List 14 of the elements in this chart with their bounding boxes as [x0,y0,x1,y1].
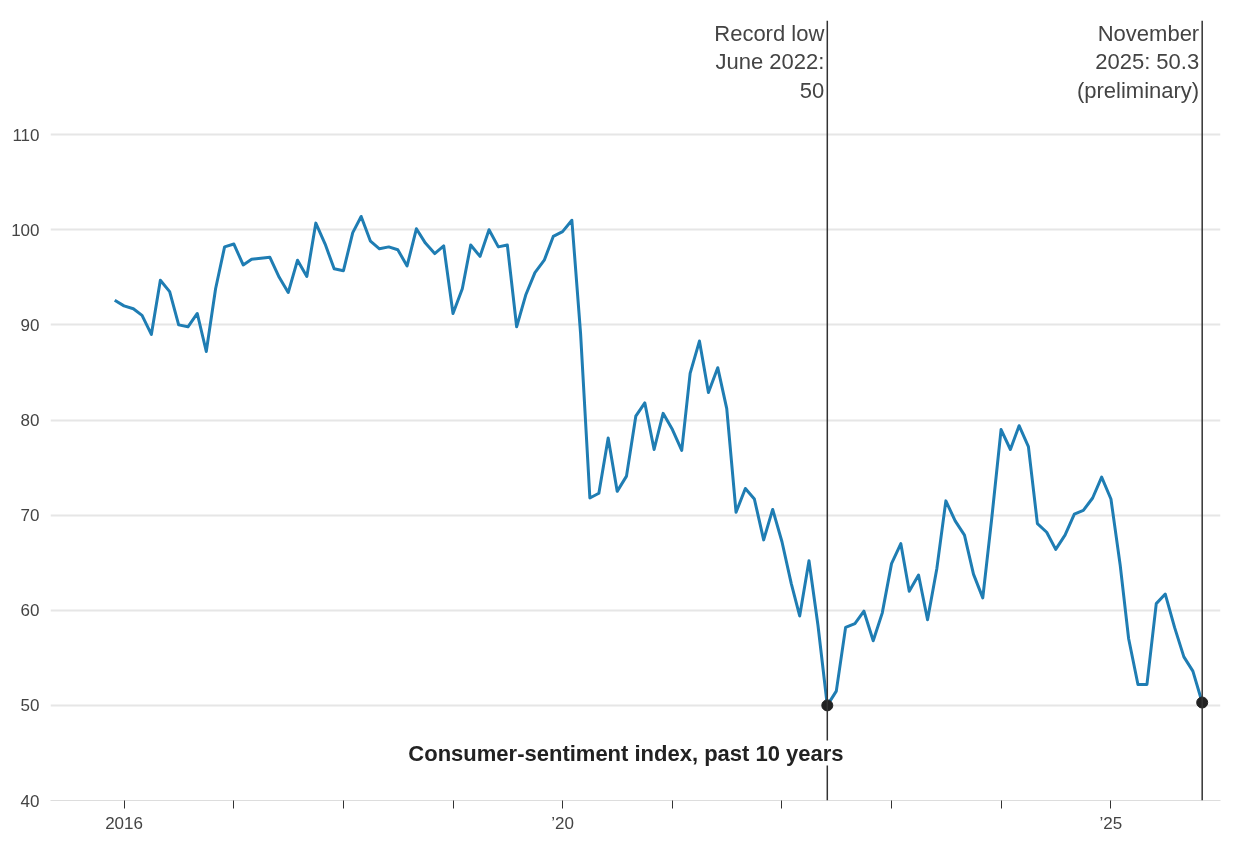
ref-line-label: November 2025: 50.3 (preliminary) [1076,20,1200,103]
y-tick-label: 70 [20,506,40,526]
y-tick-label: 40 [20,791,40,811]
y-tick-label: 100 [11,220,40,240]
x-tick-label: 2016 [105,813,143,833]
text: Consumer-sentiment index, past 10 years [408,740,844,766]
y-tick-label: 90 [20,315,40,335]
y-tick-label: 60 [20,601,40,621]
x-tick-label: ’25 [1099,813,1123,833]
y-tick-label: 110 [12,125,40,145]
y-tick-label: 80 [20,411,40,431]
x-tick-label: ’20 [551,813,574,833]
y-tick-label: 50 [20,696,40,716]
ref-line-label: Record low June 2022: 50 [714,20,825,103]
